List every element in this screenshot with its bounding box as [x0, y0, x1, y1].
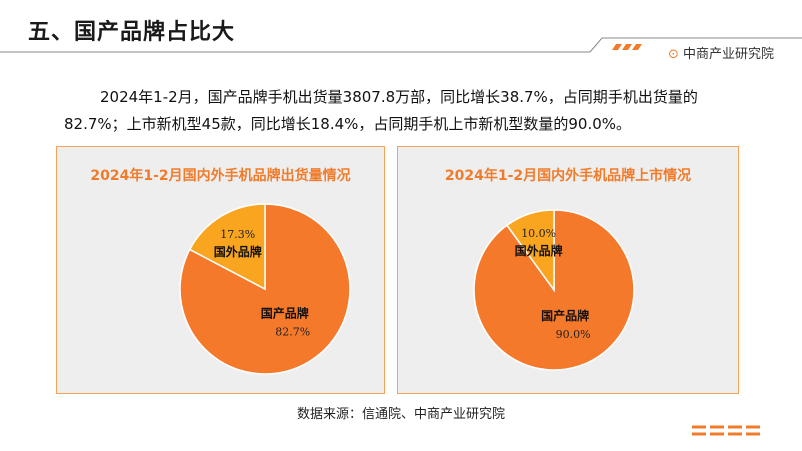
data-source: 数据来源：信通院、中商产业研究院 — [296, 407, 505, 422]
slice-name-label: 国产品牌 — [541, 308, 589, 323]
brand-icon: ⊙ — [667, 47, 679, 62]
slice-value-label: 82.7% — [275, 326, 310, 339]
pie-chart-launches: 国产品牌 90.0% 国外品牌 10.0% — [473, 209, 635, 371]
footer-decoration — [692, 425, 760, 436]
header-divider — [0, 37, 802, 53]
slice-value-label: 90.0% — [556, 328, 591, 341]
chart-title-shipments: 2024年1-2月国内外手机品牌出货量情况 — [90, 168, 351, 184]
summary-paragraph: 2024年1-2月，国产品牌手机出货量3807.8万部，同比增长38.7%，占同… — [64, 88, 698, 133]
brand-name: 中商产业研究院 — [682, 47, 774, 62]
slice-name-label: 国外品牌 — [214, 244, 262, 259]
chart-title-launches: 2024年1-2月国内外手机品牌上市情况 — [444, 168, 692, 184]
pie-slice-foreign — [188, 203, 266, 291]
pie-slice-foreign — [505, 209, 555, 293]
slice-value-label: 17.3% — [220, 228, 255, 241]
slice-name-label: 国产品牌 — [261, 306, 309, 321]
brand-label: ⊙ 中商产业研究院 — [668, 43, 774, 62]
slice-name-label: 国外品牌 — [515, 243, 563, 258]
chart-panel-shipments: 2024年1-2月国内外手机品牌出货量情况 国产品牌 82.7% 国外品牌 17.3% — [56, 146, 385, 394]
chart-panel-launches: 2024年1-2月国内外手机品牌上市情况 国产品牌 90.0% 国外品牌 10.0% — [397, 146, 739, 394]
slice-value-label: 10.0% — [521, 227, 556, 240]
page-title: 五、国产品牌占比大 — [28, 20, 236, 45]
pie-chart-shipments: 国产品牌 82.7% 国外品牌 17.3% — [179, 203, 351, 375]
